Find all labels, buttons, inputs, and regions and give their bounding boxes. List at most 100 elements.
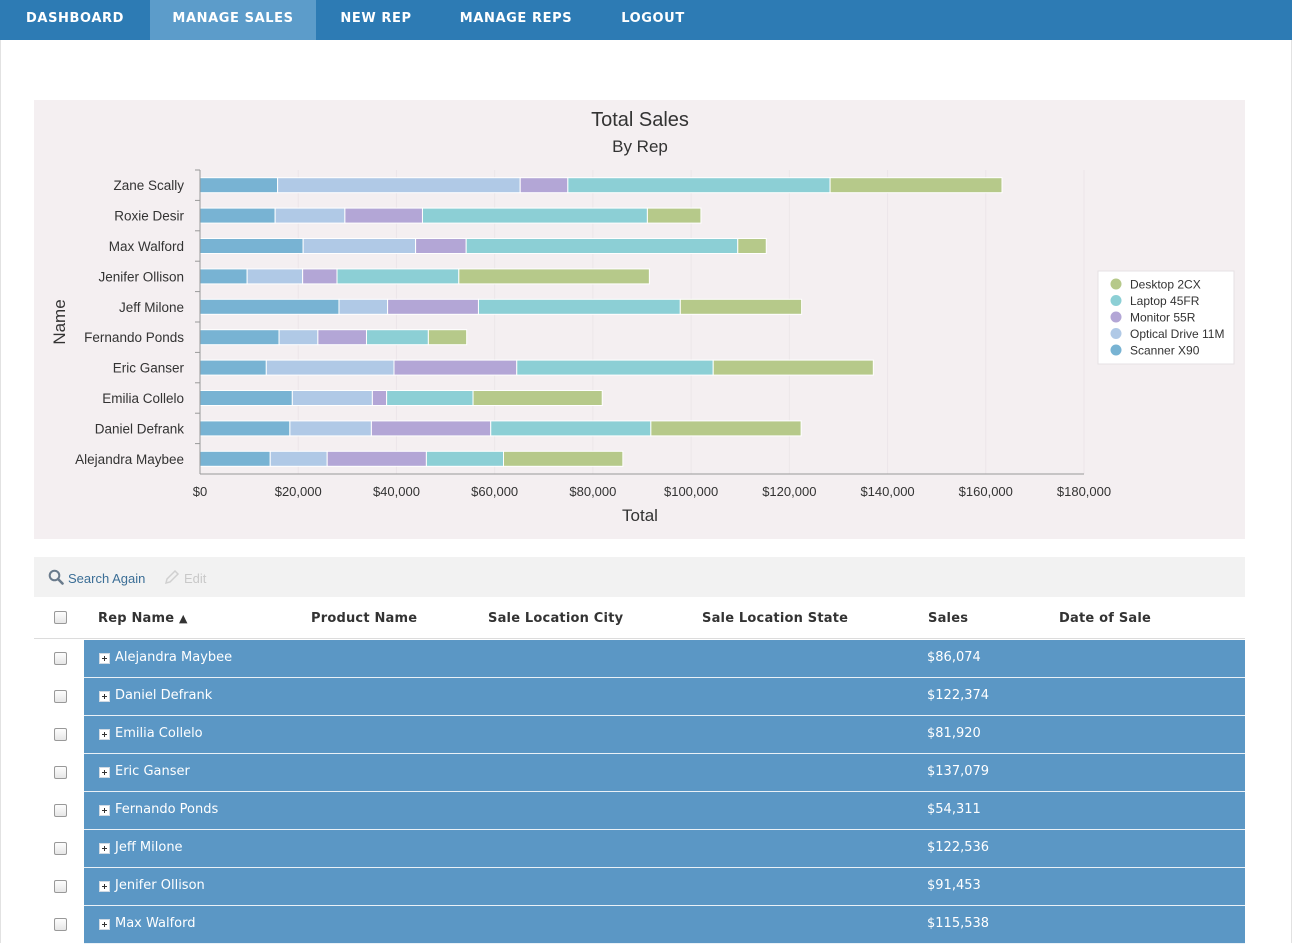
bar-segment xyxy=(370,420,492,437)
bar-segment xyxy=(199,298,340,315)
legend: Desktop 2CX Laptop 45FR Monitor 55R Optical… xyxy=(1097,270,1235,365)
expand-icon[interactable] xyxy=(99,919,110,930)
bar-segment xyxy=(336,268,460,285)
expand-icon[interactable] xyxy=(99,805,110,816)
legend-label: Monitor 55R xyxy=(1130,311,1196,325)
group-row[interactable]: Daniel Defrank $122,374 xyxy=(84,678,1245,716)
x-tick-label: $160,000 xyxy=(959,484,1013,499)
col-product-name[interactable]: Product Name xyxy=(311,611,418,626)
row-checkbox-cell xyxy=(34,754,84,791)
edit-button[interactable]: Edit xyxy=(164,569,206,588)
col-sale-location-state[interactable]: Sale Location State xyxy=(702,611,849,626)
group-row[interactable]: Alejandra Maybee $86,074 xyxy=(84,640,1245,678)
table-row[interactable]: Jenifer Ollison $91,453 xyxy=(34,868,1245,906)
expand-icon[interactable] xyxy=(99,691,110,702)
y-axis-title: Name xyxy=(50,299,69,344)
chart-subtitle: By Rep xyxy=(612,137,668,156)
bar-segment xyxy=(421,207,648,224)
nav-dashboard[interactable]: DASHBOARD xyxy=(26,11,124,26)
rep-name-cell: Jeff Milone xyxy=(115,840,183,855)
bar-segment xyxy=(737,238,767,254)
bar-segment xyxy=(199,450,271,467)
row-checkbox[interactable] xyxy=(54,728,67,741)
table-row[interactable]: Alejandra Maybee $86,074 xyxy=(34,640,1245,678)
sales-cell: $54,311 xyxy=(927,802,981,817)
sales-grid: Search Again Edit Rep Name ▲ Product Nam… xyxy=(34,557,1245,944)
table-row[interactable]: Eric Ganser $137,079 xyxy=(34,754,1245,792)
col-rep-name[interactable]: Rep Name ▲ xyxy=(98,611,188,626)
nav-logout[interactable]: LOGOUT xyxy=(621,11,685,26)
rep-name-cell: Alejandra Maybee xyxy=(115,650,233,665)
row-checkbox[interactable] xyxy=(54,918,67,931)
row-checkbox-cell xyxy=(34,868,84,905)
bar-segment xyxy=(465,238,739,254)
bar-segment xyxy=(199,238,304,254)
bar-segment xyxy=(425,450,505,467)
bar-segment xyxy=(289,420,372,437)
expand-icon[interactable] xyxy=(99,653,110,664)
y-category-label: Alejandra Maybee xyxy=(75,452,184,467)
bar-segment xyxy=(274,207,346,224)
group-row[interactable]: Emilia Collelo $81,920 xyxy=(84,716,1245,754)
search-again-button[interactable]: Search Again xyxy=(48,569,145,588)
group-row[interactable]: Jeff Milone $122,536 xyxy=(84,830,1245,868)
x-tick-label: $0 xyxy=(193,484,207,499)
bar-segment xyxy=(246,268,304,285)
group-row[interactable]: Jenifer Ollison $91,453 xyxy=(84,868,1245,906)
rep-name-cell: Daniel Defrank xyxy=(115,688,213,703)
table-row[interactable]: Fernando Ponds $54,311 xyxy=(34,792,1245,830)
row-checkbox[interactable] xyxy=(54,652,67,665)
row-checkbox-cell xyxy=(34,906,84,943)
bar-segment xyxy=(265,359,395,376)
table-header: Rep Name ▲ Product Name Sale Location Ci… xyxy=(34,598,1245,639)
expand-icon[interactable] xyxy=(99,767,110,778)
bar-segment xyxy=(317,329,367,346)
x-tick-label: $40,000 xyxy=(373,484,420,499)
bar-segment xyxy=(503,450,624,467)
table-row[interactable]: Emilia Collelo $81,920 xyxy=(34,716,1245,754)
row-checkbox-cell xyxy=(34,640,84,677)
legend-label: Desktop 2CX xyxy=(1130,278,1201,292)
bar-segment xyxy=(199,177,279,194)
sales-cell: $122,536 xyxy=(927,840,990,855)
col-date-of-sale[interactable]: Date of Sale xyxy=(1059,611,1152,626)
legend-swatch xyxy=(1110,328,1122,339)
bar-segment xyxy=(567,177,831,194)
row-checkbox[interactable] xyxy=(54,880,67,893)
bar-segment xyxy=(302,268,338,285)
col-sales[interactable]: Sales xyxy=(928,611,969,626)
legend-swatch xyxy=(1110,311,1122,323)
group-row[interactable]: Fernando Ponds $54,311 xyxy=(84,792,1245,830)
search-icon xyxy=(48,569,64,588)
rep-name-cell: Emilia Collelo xyxy=(115,726,203,741)
row-checkbox-cell xyxy=(34,830,84,867)
nav-manage-reps[interactable]: MANAGE REPS xyxy=(459,11,573,26)
nav-new-rep[interactable]: NEW REP xyxy=(340,11,412,26)
select-all-checkbox[interactable] xyxy=(54,611,67,624)
table-row[interactable]: Max Walford $115,538 xyxy=(34,906,1245,944)
bar-segment xyxy=(490,420,652,437)
bar-segment xyxy=(427,329,468,346)
bars-group xyxy=(199,177,1003,467)
expand-icon[interactable] xyxy=(99,729,110,740)
table-row[interactable]: Daniel Defrank $122,374 xyxy=(34,678,1245,716)
group-row[interactable]: Eric Ganser $137,079 xyxy=(84,754,1245,792)
bar-segment xyxy=(386,390,474,406)
edit-label: Edit xyxy=(184,571,207,586)
expand-icon[interactable] xyxy=(99,881,110,892)
col-sale-location-city[interactable]: Sale Location City xyxy=(488,611,624,626)
group-row[interactable]: Max Walford $115,538 xyxy=(84,906,1245,944)
x-tick-label: $80,000 xyxy=(569,484,616,499)
row-checkbox[interactable] xyxy=(54,842,67,855)
bar-segment xyxy=(519,177,569,194)
row-checkbox[interactable] xyxy=(54,804,67,817)
row-checkbox[interactable] xyxy=(54,766,67,779)
axes xyxy=(195,169,1084,475)
table-row[interactable]: Jeff Milone $122,536 xyxy=(34,830,1245,868)
expand-icon[interactable] xyxy=(99,843,110,854)
x-tick-label: $60,000 xyxy=(471,484,518,499)
row-checkbox[interactable] xyxy=(54,690,67,703)
nav-manage-sales[interactable]: MANAGE SALES xyxy=(150,0,316,40)
x-tick-label: $180,000 xyxy=(1057,484,1111,499)
bar-segment xyxy=(371,390,388,406)
